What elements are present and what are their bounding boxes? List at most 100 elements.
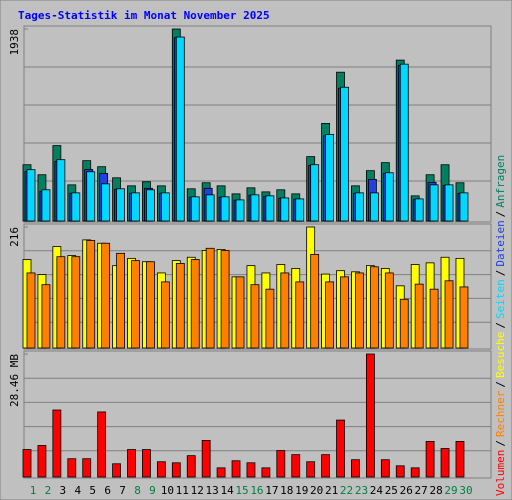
bar [82, 458, 92, 478]
bar [340, 86, 349, 222]
x-tick-label: 23 [355, 484, 368, 497]
bar [325, 134, 335, 222]
bar [384, 272, 394, 349]
bar [429, 288, 439, 349]
bar [235, 276, 245, 349]
bar [295, 198, 305, 222]
bar [459, 286, 469, 349]
bar [175, 263, 185, 349]
bar [190, 259, 200, 349]
bar [56, 159, 66, 222]
bar [340, 276, 349, 349]
bar [37, 445, 47, 478]
bar [205, 247, 215, 349]
x-tick-label: 30 [459, 484, 472, 497]
x-tick-label: 28 [429, 484, 442, 497]
legend-separator: / [494, 270, 507, 277]
x-tick-label: 22 [340, 484, 353, 497]
legend-separator: / [494, 381, 507, 388]
bar [86, 171, 96, 222]
bar [146, 189, 155, 222]
bar [175, 36, 185, 222]
y-tick-label: 216 [8, 227, 21, 247]
bar [131, 192, 140, 222]
bar [276, 450, 286, 478]
bar [444, 184, 454, 222]
bar [250, 284, 260, 349]
x-tick-label: 12 [191, 484, 204, 497]
bar [220, 250, 230, 349]
bar [71, 192, 81, 222]
legend-entry: Besuche [494, 332, 507, 378]
bar [86, 240, 96, 349]
bar [131, 260, 140, 349]
bar [291, 454, 301, 478]
x-tick-label: 16 [250, 484, 263, 497]
bar [355, 192, 364, 222]
bar [67, 458, 77, 478]
bar [52, 409, 62, 478]
bar [127, 449, 136, 478]
x-tick-label: 15 [235, 484, 248, 497]
bar [321, 454, 331, 478]
bar [429, 184, 439, 222]
x-tick-label: 7 [119, 484, 126, 497]
bar [142, 449, 151, 478]
x-tick-label: 27 [415, 484, 428, 497]
bar [186, 455, 196, 478]
bar [384, 172, 394, 222]
bar [216, 467, 226, 478]
y-tick-label: 28.46 MB [8, 354, 21, 407]
x-tick-label: 25 [385, 484, 398, 497]
bar [71, 256, 81, 349]
legend-separator: / [494, 322, 507, 329]
x-tick-label: 10 [161, 484, 174, 497]
legend-entry: Seiten [494, 279, 507, 319]
legend: Volumen / Rechner / Besuche / Seiten / Dateien / A… [494, 155, 507, 496]
bar [112, 463, 121, 478]
x-tick-label: 17 [265, 484, 278, 497]
bar [261, 467, 271, 478]
legend-separator: / [494, 211, 507, 218]
bar [201, 439, 211, 478]
bar [414, 283, 424, 349]
bar [310, 164, 320, 222]
bar [440, 448, 450, 478]
bar [41, 189, 51, 222]
bar [369, 266, 379, 349]
legend-entry: Volumen [494, 450, 507, 496]
bar [369, 192, 379, 222]
x-tick-label: 19 [295, 484, 308, 497]
x-tick-label: 1 [30, 484, 37, 497]
bar [231, 460, 241, 478]
bar [399, 298, 409, 349]
bar [380, 459, 390, 478]
legend-entry: Dateien [494, 220, 507, 266]
x-tick-label: 6 [104, 484, 111, 497]
legend-entry: Rechner [494, 390, 507, 437]
bar [116, 252, 125, 349]
legend-separator: / [494, 440, 507, 447]
x-tick-label: 3 [60, 484, 67, 497]
bar [295, 281, 305, 349]
bar [399, 63, 409, 222]
x-tick-label: 13 [206, 484, 219, 497]
x-tick-label: 20 [310, 484, 323, 497]
bar [160, 281, 170, 349]
bar [455, 441, 465, 478]
bar [26, 272, 36, 349]
x-tick-label: 2 [45, 484, 52, 497]
bar [41, 284, 51, 349]
x-tick-label: 29 [444, 484, 457, 497]
bar [205, 194, 215, 222]
bar [116, 188, 125, 222]
bar [355, 272, 364, 349]
bar [414, 198, 424, 222]
bar [101, 242, 111, 349]
y-tick-label: 1938 [8, 29, 21, 56]
x-tick-label: 18 [280, 484, 293, 497]
bar [56, 256, 66, 349]
bar [351, 459, 360, 478]
bar [22, 449, 32, 478]
